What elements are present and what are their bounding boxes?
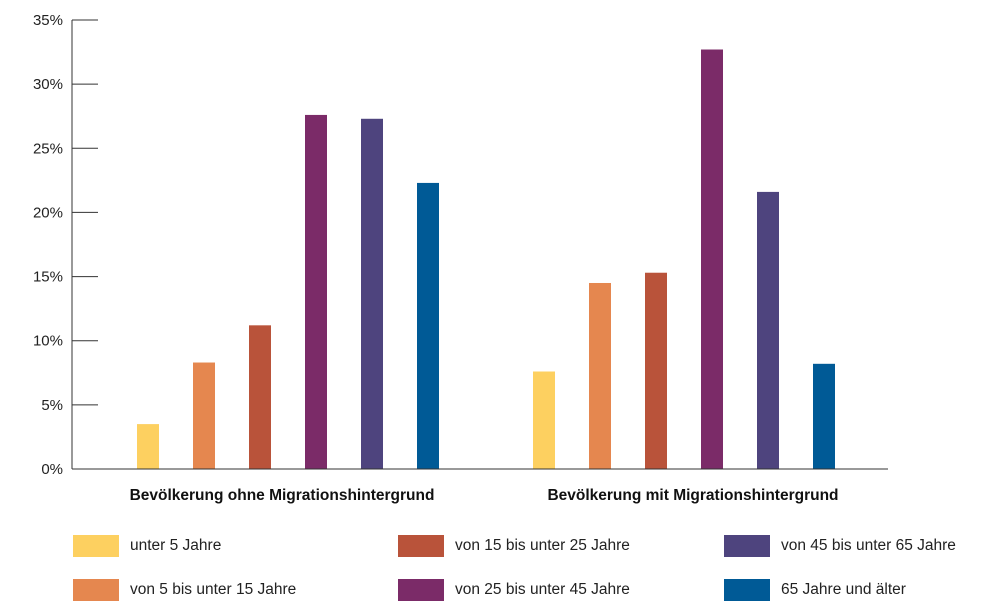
bar — [361, 118, 383, 469]
x-category-label: Bevölkerung ohne Migrationshintergrund — [130, 487, 435, 504]
bar — [193, 362, 215, 469]
y-tick-label: 25% — [33, 140, 63, 157]
y-tick-label: 0% — [41, 461, 63, 478]
y-tick-label: 35% — [33, 12, 63, 29]
bar — [757, 191, 779, 469]
x-axis: Bevölkerung ohne Migrationshintergrund Be… — [72, 468, 888, 504]
y-tick-label: 30% — [33, 76, 63, 93]
y-tick-label: 20% — [33, 204, 63, 221]
y-tick-label: 5% — [41, 397, 63, 414]
bar — [533, 371, 555, 469]
bar — [645, 272, 667, 469]
bar — [137, 424, 159, 469]
y-tick-label: 10% — [33, 333, 63, 350]
bar — [417, 182, 439, 469]
y-tick-label: 15% — [33, 269, 63, 286]
bar — [249, 325, 271, 469]
bar — [813, 363, 835, 469]
bars — [137, 49, 835, 470]
x-category-label: Bevölkerung mit Migrationshintergrund — [547, 487, 838, 504]
bar — [305, 114, 327, 469]
bar — [701, 49, 723, 470]
bar — [589, 282, 611, 469]
y-axis: 0% 5% 10% 15% 20% 25% 30% 35% — [33, 12, 98, 478]
